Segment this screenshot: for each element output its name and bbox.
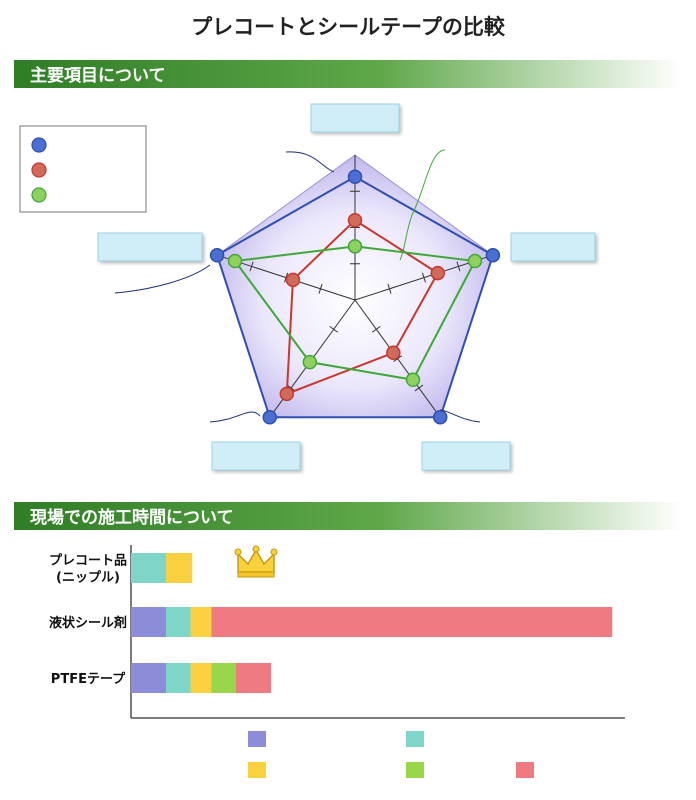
radar-annotations xyxy=(114,149,481,423)
radar-tick xyxy=(249,261,254,272)
radar-point xyxy=(285,272,301,288)
radar-tick xyxy=(456,261,461,272)
legend-marker xyxy=(31,137,47,153)
axis-label-box xyxy=(421,441,511,471)
section-header-bg xyxy=(14,60,682,88)
radar-series-line xyxy=(215,175,495,419)
radar-point xyxy=(347,239,363,254)
radar-tick xyxy=(387,283,392,294)
leader-line xyxy=(399,149,446,261)
section-title-main-items: 主要項目について xyxy=(30,65,166,86)
leader-line xyxy=(209,411,261,423)
bar-segment xyxy=(211,607,613,637)
bar-segment xyxy=(236,663,271,693)
category-label: 液状シール剤 xyxy=(49,615,127,631)
radar-point xyxy=(432,410,448,425)
radar-tick xyxy=(318,283,323,294)
radar-legend xyxy=(19,125,147,213)
radar-point xyxy=(405,372,421,388)
radar-point xyxy=(430,265,445,281)
radar-point xyxy=(347,213,363,228)
radar-tick xyxy=(284,272,289,283)
radar-point xyxy=(386,345,401,361)
page-title: プレコートとシールテープの比較 xyxy=(191,15,506,39)
axis-label-box xyxy=(510,232,596,262)
bar-segment xyxy=(190,607,212,637)
section-title-work-time: 現場での施工時間について xyxy=(30,507,234,528)
radar-point xyxy=(485,247,501,263)
bar-legend-swatch xyxy=(248,762,266,778)
radar-tick xyxy=(421,272,426,283)
radar-chart xyxy=(97,103,596,471)
radar-point xyxy=(262,410,278,425)
radar-tick xyxy=(329,325,339,333)
bar-segment xyxy=(131,607,166,637)
bar-segment xyxy=(166,553,193,583)
axis-label-box xyxy=(310,103,400,133)
radar-series-line xyxy=(233,245,477,381)
radar-tick xyxy=(286,384,296,392)
radar-point xyxy=(227,253,243,269)
radar-point xyxy=(209,247,225,263)
bar-segment xyxy=(211,663,236,693)
axis-label-box xyxy=(97,232,203,262)
radar-axis-labels xyxy=(97,103,596,471)
bar-legend xyxy=(248,731,534,778)
bar-segment xyxy=(166,663,191,693)
bar-segment xyxy=(190,663,212,693)
legend-marker xyxy=(31,187,47,203)
bar-segment xyxy=(131,553,166,583)
bar-legend-swatch xyxy=(406,731,424,747)
radar-point xyxy=(279,386,295,402)
legend-marker xyxy=(31,162,47,178)
time-bar-chart: プレコート品 (ニップル) 液状シール剤 PTFEテープ xyxy=(49,545,625,719)
bar-legend-swatch xyxy=(406,762,424,778)
category-label: PTFEテープ xyxy=(51,672,126,687)
bar-segment xyxy=(166,607,191,637)
radar-series xyxy=(209,169,501,425)
leader-line xyxy=(285,151,335,173)
leader-line xyxy=(439,409,481,423)
section-header-bg-2 xyxy=(14,502,682,530)
radar-point xyxy=(467,253,483,269)
radar-point xyxy=(302,354,318,370)
bar-segment xyxy=(131,663,166,693)
radar-series-line xyxy=(285,218,440,396)
radar-tick xyxy=(414,384,424,392)
bar-legend-swatch xyxy=(516,762,534,778)
category-label: プレコート品 xyxy=(49,554,127,569)
axis-label-box xyxy=(211,441,301,471)
radar-point xyxy=(347,169,363,184)
radar-tick xyxy=(371,325,381,333)
crown-icon xyxy=(234,545,278,578)
radar-tick xyxy=(393,355,402,362)
category-label: (ニップル) xyxy=(56,571,120,586)
bar-legend-swatch xyxy=(248,731,266,747)
leader-line xyxy=(114,264,211,294)
